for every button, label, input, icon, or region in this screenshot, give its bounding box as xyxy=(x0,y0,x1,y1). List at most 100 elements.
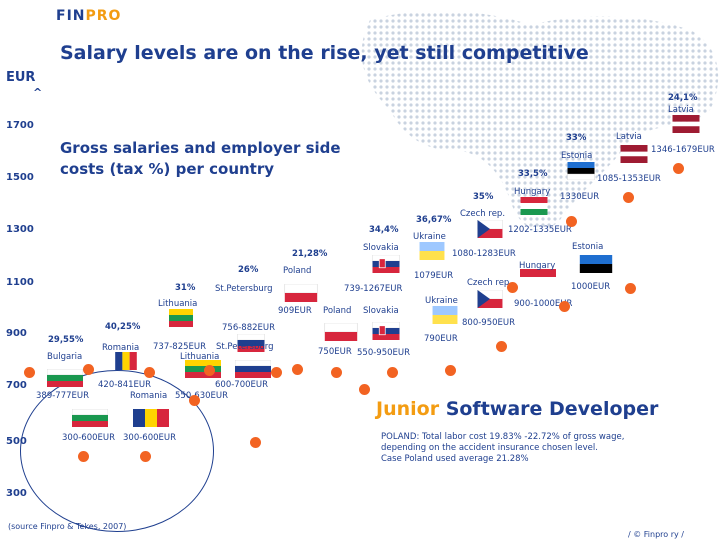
range-bulgaria-1: 300-600EUR xyxy=(62,433,116,443)
data-dot-16 xyxy=(507,282,518,293)
flag-lithuania-1 xyxy=(169,309,193,327)
range-latvia-2: 1346-1679EUR xyxy=(651,145,715,155)
data-dot-4 xyxy=(140,451,151,462)
data-dot-7 xyxy=(204,365,215,376)
data-dot-14 xyxy=(445,365,456,376)
flag-stpetersburg-2 xyxy=(235,360,271,378)
flag-slovakia-2 xyxy=(372,322,400,340)
range-stpetersburg-2: 756-882EUR xyxy=(222,323,276,333)
note-line-2: depending on the accident insurance chos… xyxy=(381,443,598,453)
pct-romania: 40,25% xyxy=(105,322,141,332)
y-tick-1500: 1500 xyxy=(6,172,34,183)
flag-slovakia-1 xyxy=(372,255,400,273)
label-latvia-2: Latvia xyxy=(668,105,694,115)
role-title: Junior Software Developer xyxy=(376,398,658,420)
range-poland-2: 909EUR xyxy=(278,306,312,316)
flag-ukraine-1 xyxy=(419,242,445,260)
role-junior: Junior xyxy=(376,398,440,420)
logo-text-pro: PRO xyxy=(85,8,122,24)
label-ukraine-2: Ukraine xyxy=(425,296,458,306)
chart-subtitle: Gross salaries and employer side costs (t… xyxy=(60,138,380,180)
pct-slovakia: 34,4% xyxy=(369,225,399,235)
pct-czech: 35% xyxy=(473,192,494,202)
flag-hungary-1 xyxy=(520,197,548,215)
page-title: Salary levels are on the rise, yet still… xyxy=(60,42,589,64)
flag-bulgaria-2 xyxy=(72,409,108,427)
range-slovakia-1: 550-950EUR xyxy=(357,348,411,358)
label-hungary: Hungary xyxy=(514,187,551,197)
y-tick-1100: 1100 xyxy=(6,277,34,288)
label-estonia: Estonia xyxy=(561,151,593,161)
y-tick-700: 700 xyxy=(6,380,27,391)
flag-romania-1 xyxy=(115,352,137,370)
y-tick-1700: 1700 xyxy=(6,120,34,131)
label-stpetersburg: St.Petersburg xyxy=(215,284,273,294)
data-dot-5 xyxy=(144,367,155,378)
y-axis-caret: ^ xyxy=(33,86,43,99)
flag-latvia-2 xyxy=(672,115,700,133)
logo-text-fin: FIN xyxy=(56,8,86,24)
source-note: (source Finpro & Tekes, 2007) xyxy=(8,522,127,531)
pct-hungary: 33,5% xyxy=(518,169,548,179)
label-stpetersburg-2: St.Petersburg xyxy=(216,342,274,352)
data-dot-8 xyxy=(250,437,261,448)
data-dot-15 xyxy=(496,341,507,352)
data-dot-12 xyxy=(359,384,370,395)
range-czech-1: 800-950EUR xyxy=(462,318,516,328)
label-czech: Czech rep. xyxy=(460,209,506,219)
label-lithuania-2: Lithuania xyxy=(180,352,220,362)
data-dot-21 xyxy=(673,163,684,174)
y-tick-500: 500 xyxy=(6,436,27,447)
pct-poland: 21,28% xyxy=(292,249,328,259)
subtitle-line-1: Gross salaries and employer side xyxy=(60,139,341,157)
flag-bulgaria-1 xyxy=(47,369,83,387)
data-dot-17 xyxy=(559,301,570,312)
pct-stpetersburg: 26% xyxy=(238,265,259,275)
flag-hungary-2 xyxy=(520,269,556,285)
y-axis-label: EUR xyxy=(6,70,36,85)
flag-latvia-1 xyxy=(620,145,648,163)
range-ukraine-1: 790EUR xyxy=(424,334,458,344)
flag-lithuania-2 xyxy=(185,360,221,378)
flag-czech-2 xyxy=(477,290,503,308)
role-rest: Software Developer xyxy=(445,398,659,420)
pct-lithuania: 31% xyxy=(175,283,196,293)
range-latvia-1: 1085-1353EUR xyxy=(597,174,661,184)
range-lithuania-1: 550-630EUR xyxy=(175,391,229,401)
subtitle-line-2: costs (tax %) per country xyxy=(60,160,275,178)
range-poland-1: 750EUR xyxy=(318,347,352,357)
flag-stpetersburg-1 xyxy=(237,334,265,352)
data-dot-20 xyxy=(625,283,636,294)
label-slovakia: Slovakia xyxy=(363,243,399,253)
data-dot-3 xyxy=(83,364,94,375)
pct-ukraine: 36,67% xyxy=(416,215,452,225)
label-latvia: Latvia xyxy=(616,132,642,142)
copyright: / © Finpro ry / xyxy=(628,530,684,539)
range-lithuania-2: 737-825EUR xyxy=(153,342,207,352)
label-slovakia-2: Slovakia xyxy=(363,306,399,316)
range-romania-2: 420-841EUR xyxy=(98,380,152,390)
range-hungary-1: 900-1000EUR xyxy=(514,299,573,309)
range-ukraine-2: 1079EUR xyxy=(414,271,454,281)
poland-note: POLAND: Total labor cost 19.83% -22.72% … xyxy=(381,432,661,465)
label-lithuania: Lithuania xyxy=(158,299,198,309)
label-czech-2: Czech rep. xyxy=(467,278,513,288)
flag-poland-1 xyxy=(284,284,318,302)
y-tick-1300: 1300 xyxy=(6,224,34,235)
finpro-logo: FINPRO xyxy=(56,8,121,24)
data-dot-13 xyxy=(387,367,398,378)
label-hungary-2: Hungary xyxy=(519,261,556,271)
data-dot-1 xyxy=(24,367,35,378)
label-poland-2: Poland xyxy=(323,306,352,316)
flag-poland-2 xyxy=(324,323,358,341)
range-czech-2: 1080-1283EUR xyxy=(452,249,516,259)
data-dot-2 xyxy=(78,451,89,462)
data-dot-11 xyxy=(331,367,342,378)
label-estonia-2: Estonia xyxy=(572,242,604,252)
range-romania-1: 300-600EUR xyxy=(123,433,177,443)
flag-estonia-1 xyxy=(567,162,595,180)
pct-bulgaria: 29,55% xyxy=(48,335,84,345)
pct-latvia: 24,1% xyxy=(668,93,698,103)
range-stpetersburg-1: 600-700EUR xyxy=(215,380,269,390)
range-estonia-1: 1000EUR xyxy=(571,282,611,292)
